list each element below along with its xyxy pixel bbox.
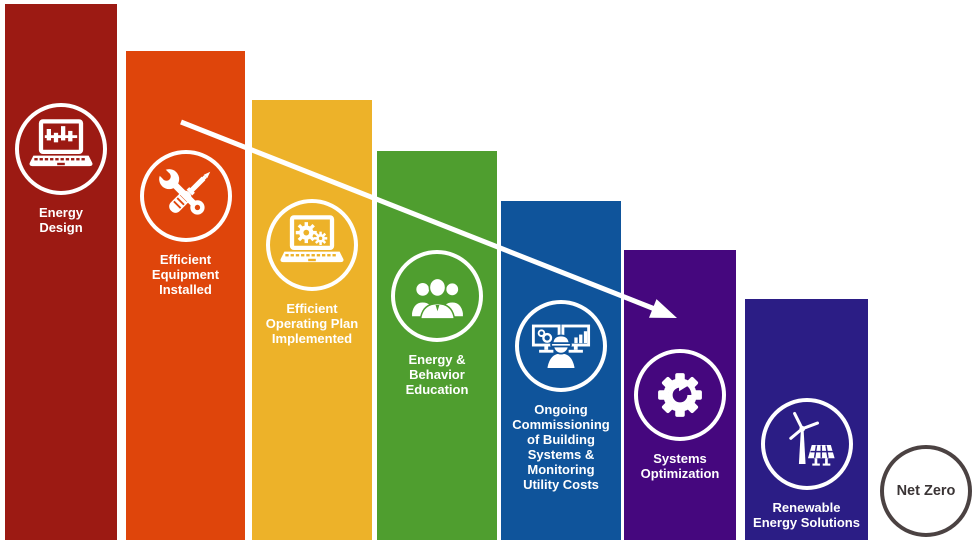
step-label: Ongoing Commissioning of Building System…	[512, 402, 610, 493]
net-zero-label: Net Zero	[896, 483, 956, 499]
step-bar-renewable-energy: Renewable Energy Solutions	[745, 299, 868, 540]
step-bar-energy-design: Energy Design	[5, 4, 117, 540]
step-bar-ongoing-commissioning: Ongoing Commissioning of Building System…	[501, 201, 621, 540]
step-bar-behavior-education: Energy & Behavior Education	[377, 151, 497, 540]
step-label: Systems Optimization	[640, 451, 720, 482]
monitors-engineer-icon	[515, 300, 607, 392]
step-label: Energy Design	[38, 205, 84, 236]
step-label: Efficient Operating Plan Implemented	[265, 301, 359, 347]
wind-turbine-solar-icon	[760, 398, 853, 490]
step-label: Efficient Equipment Installed	[151, 252, 220, 298]
step-label: Renewable Energy Solutions	[753, 500, 860, 531]
gear-refresh-icon	[634, 349, 726, 441]
step-label: Energy & Behavior Education	[405, 352, 469, 398]
step-bar-systems-optimization: Systems Optimization	[624, 250, 736, 540]
step-bar-efficient-equipment: Efficient Equipment Installed	[126, 51, 245, 540]
laptop-gears-icon	[266, 199, 358, 291]
laptop-analytics-icon	[15, 103, 107, 195]
net-zero-circle: Net Zero	[880, 445, 972, 537]
step-bar-operating-plan: Efficient Operating Plan Implemented	[252, 100, 372, 540]
wrench-screwdriver-icon	[139, 150, 232, 242]
people-group-icon	[391, 250, 483, 342]
